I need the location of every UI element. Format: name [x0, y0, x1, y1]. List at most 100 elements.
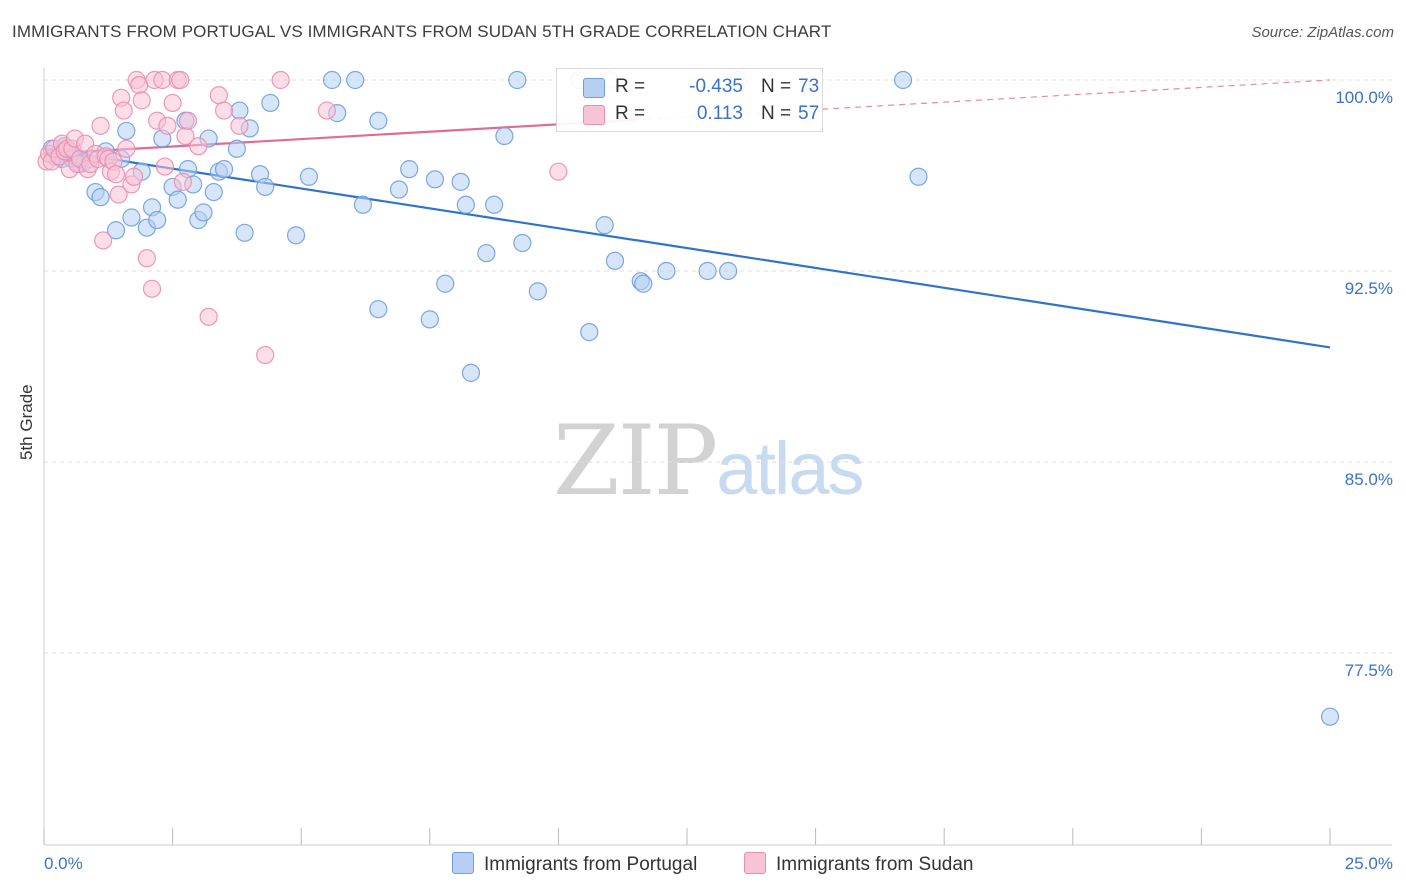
- sudan-point: [158, 116, 177, 135]
- sudan-point: [137, 249, 156, 268]
- sudan-point: [106, 165, 126, 184]
- sudan-point: [163, 93, 182, 113]
- sudan-trend-line: [43, 118, 636, 155]
- watermark-zip: ZIP: [553, 405, 718, 517]
- portugal-point: [117, 121, 136, 141]
- stats-legend: R = -0.435 N = 73 R = 0.113 N = 57: [556, 68, 823, 132]
- sudan-swatch: [583, 105, 605, 125]
- legend-item-sudan[interactable]: Immigrants from Sudan: [744, 852, 973, 876]
- portugal-point: [420, 310, 439, 329]
- portugal-point: [495, 126, 514, 146]
- portugal-point: [1320, 707, 1340, 726]
- legend-r-label: R =: [615, 103, 646, 124]
- portugal-point: [148, 210, 167, 230]
- portugal-point: [605, 251, 625, 270]
- portugal-point: [436, 274, 455, 293]
- portugal-point: [580, 323, 599, 342]
- sudan-point: [91, 116, 110, 135]
- grid-layer: [44, 79, 1392, 654]
- portugal-point: [400, 160, 419, 179]
- portugal-point: [122, 208, 141, 227]
- portugal-point: [168, 190, 187, 209]
- sudan-point: [94, 231, 113, 250]
- sudan-point: [256, 345, 275, 365]
- portugal-point: [286, 226, 306, 245]
- portugal-point: [235, 223, 254, 242]
- sudan-point: [109, 185, 128, 204]
- portugal-point: [456, 195, 475, 214]
- source-label: Source: ZipAtlas.com: [1251, 24, 1394, 41]
- sudan-point: [171, 70, 190, 90]
- sudan-point: [132, 91, 151, 110]
- portugal-point: [261, 93, 280, 113]
- sudan-point: [230, 116, 249, 135]
- portugal-point: [451, 172, 470, 191]
- portugal-point: [461, 363, 481, 382]
- portugal-point: [106, 221, 126, 240]
- portugal-legend-swatch: [452, 852, 474, 874]
- portugal-point: [485, 195, 504, 214]
- portugal-point: [230, 101, 249, 120]
- sudan-point: [209, 86, 228, 105]
- sudan-point: [317, 101, 337, 120]
- sudan-point: [173, 172, 192, 191]
- legend-item-portugal[interactable]: Immigrants from Portugal: [452, 852, 697, 876]
- portugal-point: [508, 70, 527, 90]
- portugal-point: [353, 195, 373, 214]
- sudan-point: [271, 70, 290, 90]
- portugal-point: [389, 180, 409, 199]
- portugal-point: [528, 282, 547, 301]
- sudan-point: [214, 101, 234, 120]
- sudan-point: [549, 162, 568, 181]
- portugal-legend-label: Immigrants from Portugal: [484, 854, 698, 875]
- sudan-point: [189, 137, 208, 156]
- portugal-point: [204, 182, 223, 202]
- portugal-point: [194, 203, 213, 222]
- axis-layer: [43, 68, 1392, 846]
- legend-r-label: R =: [615, 76, 646, 97]
- y-tick-label: 77.5%: [1345, 661, 1393, 680]
- portugal-point: [256, 177, 275, 197]
- portugal-point: [369, 300, 388, 319]
- sudan-point: [142, 279, 162, 298]
- y-axis-label: 5th Grade: [17, 384, 36, 460]
- sudan-legend-swatch: [744, 852, 766, 874]
- portugal-point: [893, 70, 913, 90]
- portugal-point: [299, 167, 319, 186]
- legend-n-label: N =: [761, 103, 792, 124]
- watermark: ZIPatlas: [553, 405, 865, 517]
- portugal-point: [369, 111, 388, 130]
- portugal-point: [425, 170, 445, 189]
- sudan-point: [117, 139, 136, 158]
- y-tick-label: 85.0%: [1345, 470, 1393, 489]
- portugal-point: [657, 261, 676, 281]
- y-tick-label: 92.5%: [1345, 279, 1393, 298]
- portugal-point: [322, 70, 342, 90]
- sudan-legend-label: Immigrants from Sudan: [776, 854, 974, 875]
- portugal-point: [909, 167, 928, 186]
- legend-r-value-portugal: -0.435: [689, 76, 743, 97]
- watermark-atlas: atlas: [716, 427, 864, 510]
- portugal-point: [477, 244, 496, 263]
- portugal-point: [595, 216, 614, 235]
- points-layer: [37, 70, 1340, 726]
- legend-n-value-sudan: 57: [798, 103, 820, 124]
- portugal-swatch: [583, 78, 605, 98]
- x-tick-label: 0.0%: [44, 854, 83, 873]
- x-tick-label: 25.0%: [1345, 854, 1393, 873]
- portugal-trend-line: [43, 147, 1331, 349]
- portugal-point: [719, 261, 738, 281]
- portugal-point: [634, 274, 653, 293]
- sudan-point: [124, 167, 144, 186]
- legend-n-label: N =: [761, 76, 792, 97]
- portugal-point: [214, 160, 234, 179]
- chart-title: IMMIGRANTS FROM PORTUGAL VS IMMIGRANTS F…: [12, 22, 832, 41]
- legend-n-value-portugal: 73: [798, 76, 820, 97]
- portugal-point: [698, 261, 717, 281]
- portugal-point: [346, 70, 365, 90]
- portugal-point: [513, 233, 532, 253]
- sudan-point: [155, 157, 174, 176]
- sudan-point: [153, 70, 172, 90]
- sudan-point: [130, 75, 149, 95]
